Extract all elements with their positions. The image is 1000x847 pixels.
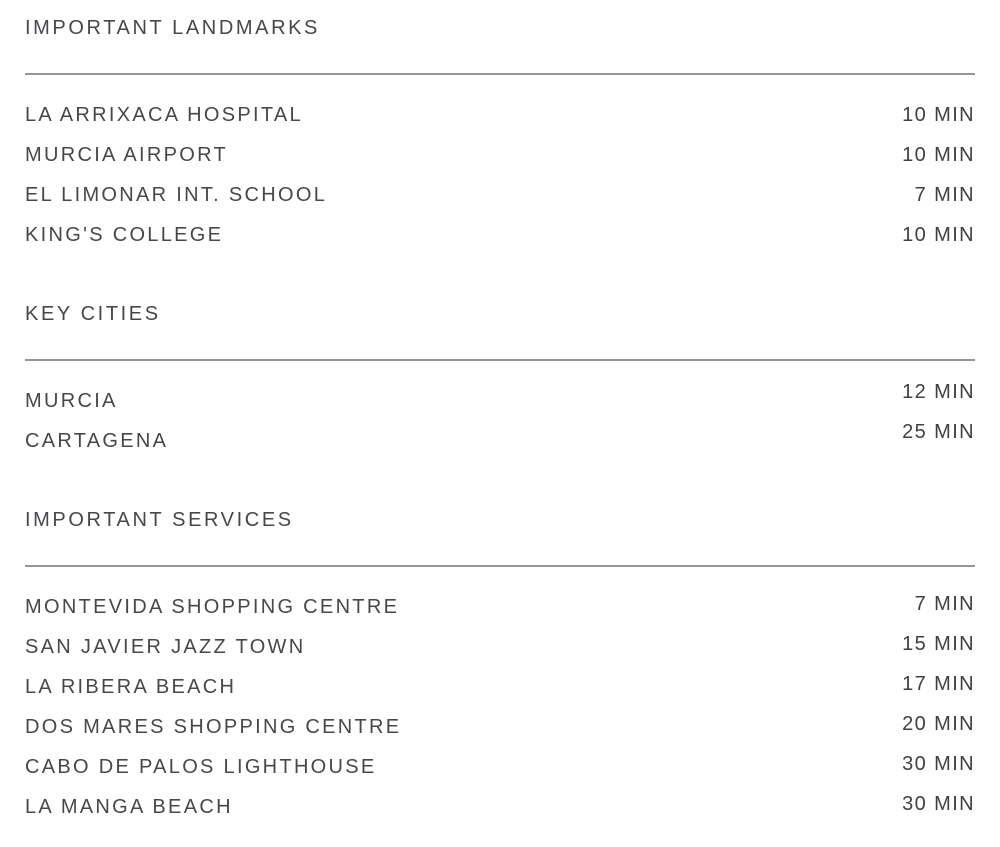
section: KEY CITIES MURCIA 12 MIN CARTAGENA 25 MIN bbox=[25, 301, 975, 461]
row-label: LA RIBERA BEACH bbox=[25, 676, 237, 698]
row-label: MONTEVIDA SHOPPING CENTRE bbox=[25, 596, 400, 618]
table-row: MURCIA AIRPORT 10 MIN bbox=[25, 135, 975, 175]
row-label: CABO DE PALOS LIGHTHOUSE bbox=[25, 756, 377, 778]
row-label: MURCIA AIRPORT bbox=[25, 144, 228, 166]
travel-times-panel: IMPORTANT LANDMARKS LA ARRIXACA HOSPITAL 1… bbox=[25, 15, 975, 827]
table-row: KING'S COLLEGE 10 MIN bbox=[25, 215, 975, 255]
row-time: 30 MIN bbox=[902, 793, 975, 815]
table-row: LA ARRIXACA HOSPITAL 10 MIN bbox=[25, 95, 975, 135]
row-label: CARTAGENA bbox=[25, 430, 169, 452]
row-time: 7 MIN bbox=[914, 593, 975, 615]
row-time: 10 MIN bbox=[902, 224, 975, 246]
table-row: LA RIBERA BEACH 17 MIN bbox=[25, 667, 975, 707]
row-label: DOS MARES SHOPPING CENTRE bbox=[25, 716, 402, 738]
table-row: CARTAGENA 25 MIN bbox=[25, 421, 975, 461]
row-time: 12 MIN bbox=[902, 381, 975, 403]
section-divider bbox=[25, 359, 975, 361]
section-title: IMPORTANT LANDMARKS bbox=[25, 17, 320, 39]
row-label: EL LIMONAR INT. SCHOOL bbox=[25, 184, 328, 206]
section: IMPORTANT SERVICES MONTEVIDA SHOPPING CEN… bbox=[25, 507, 975, 827]
row-time: 17 MIN bbox=[902, 673, 975, 695]
row-label: LA MANGA BEACH bbox=[25, 796, 233, 818]
table-row: MURCIA 12 MIN bbox=[25, 381, 975, 421]
table-row: EL LIMONAR INT. SCHOOL 7 MIN bbox=[25, 175, 975, 215]
section: IMPORTANT LANDMARKS LA ARRIXACA HOSPITAL 1… bbox=[25, 15, 975, 255]
row-label: LA ARRIXACA HOSPITAL bbox=[25, 104, 303, 126]
row-label: SAN JAVIER JAZZ TOWN bbox=[25, 636, 306, 658]
section-divider bbox=[25, 73, 975, 75]
section-divider bbox=[25, 565, 975, 567]
section-title: IMPORTANT SERVICES bbox=[25, 509, 294, 531]
row-time: 10 MIN bbox=[902, 104, 975, 126]
row-label: KING'S COLLEGE bbox=[25, 224, 224, 246]
section-title: KEY CITIES bbox=[25, 303, 161, 325]
table-row: SAN JAVIER JAZZ TOWN 15 MIN bbox=[25, 627, 975, 667]
row-time: 15 MIN bbox=[902, 633, 975, 655]
row-time: 30 MIN bbox=[902, 753, 975, 775]
row-time: 20 MIN bbox=[902, 713, 975, 735]
row-time: 10 MIN bbox=[902, 144, 975, 166]
table-row: MONTEVIDA SHOPPING CENTRE 7 MIN bbox=[25, 587, 975, 627]
row-label: MURCIA bbox=[25, 390, 118, 412]
row-time: 7 MIN bbox=[914, 184, 975, 206]
row-time: 25 MIN bbox=[902, 421, 975, 443]
table-row: CABO DE PALOS LIGHTHOUSE 30 MIN bbox=[25, 747, 975, 787]
table-row: DOS MARES SHOPPING CENTRE 20 MIN bbox=[25, 707, 975, 747]
table-row: LA MANGA BEACH 30 MIN bbox=[25, 787, 975, 827]
